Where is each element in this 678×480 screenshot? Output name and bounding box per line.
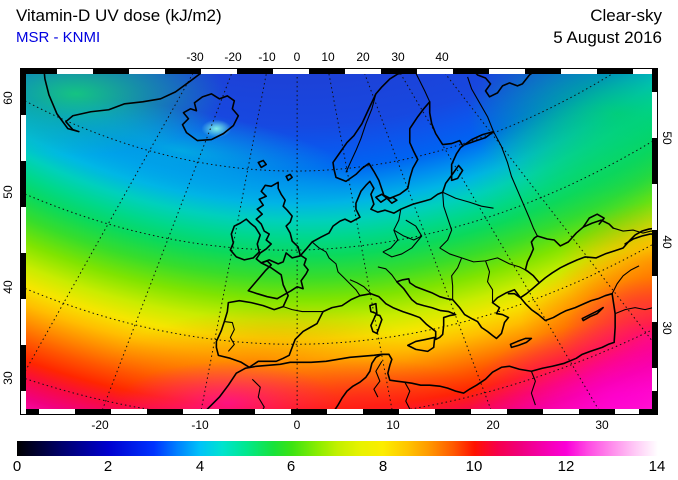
colorbar-tick: 10 <box>465 458 483 475</box>
lon-tick-bottom: -10 <box>191 418 209 432</box>
date-label: 5 August 2016 <box>553 28 662 47</box>
colorbar-tick: 6 <box>286 458 296 475</box>
graticule <box>21 69 657 414</box>
uv-dose-field-map <box>21 69 657 414</box>
lon-tick-top: 20 <box>356 50 370 64</box>
sky-condition-label: Clear-sky <box>590 6 662 25</box>
data-source-label: MSR - KNMI <box>16 29 101 46</box>
lat-tick-right: 40 <box>660 235 674 249</box>
colorbar-legend <box>17 441 658 456</box>
colorbar-tick: 8 <box>378 458 388 475</box>
field-overlays <box>21 69 657 414</box>
lat-tick-left: 50 <box>1 185 15 199</box>
lon-tick-top: -10 <box>258 50 276 64</box>
colorbar-tick: 4 <box>195 458 205 475</box>
lat-tick-left: 40 <box>1 280 15 294</box>
colorbar-tick: 0 <box>12 458 22 475</box>
country-borders <box>224 72 657 414</box>
coastlines <box>43 69 657 414</box>
lat-tick-left: 60 <box>1 91 15 105</box>
lon-tick-top: 30 <box>391 50 405 64</box>
frame-tick-bar-right <box>652 69 657 414</box>
lon-tick-bottom: 30 <box>595 418 609 432</box>
colorbar-tick: 12 <box>557 458 575 475</box>
lat-tick-right: 50 <box>660 131 674 145</box>
page-title: Vitamin-D UV dose (kJ/m2) <box>16 6 222 25</box>
lat-tick-right: 30 <box>660 321 674 335</box>
lon-tick-top: -20 <box>224 50 242 64</box>
colorbar-tick: 14 <box>648 458 666 475</box>
map-canvas <box>20 68 658 415</box>
lon-tick-top: 10 <box>321 50 335 64</box>
lon-tick-bottom: -20 <box>91 418 109 432</box>
lon-tick-bottom: 20 <box>486 418 500 432</box>
lon-tick-top: 40 <box>435 50 449 64</box>
lat-tick-left: 30 <box>1 371 15 385</box>
frame-tick-bar-top <box>21 69 657 74</box>
frame-tick-bar-left <box>21 69 26 414</box>
lon-tick-bottom: 0 <box>293 418 301 432</box>
lon-tick-top: 0 <box>293 50 301 64</box>
colorbar-tick: 2 <box>103 458 113 475</box>
lon-tick-bottom: 10 <box>386 418 400 432</box>
frame-tick-bar-bottom <box>21 409 657 414</box>
lon-tick-top: -30 <box>186 50 204 64</box>
